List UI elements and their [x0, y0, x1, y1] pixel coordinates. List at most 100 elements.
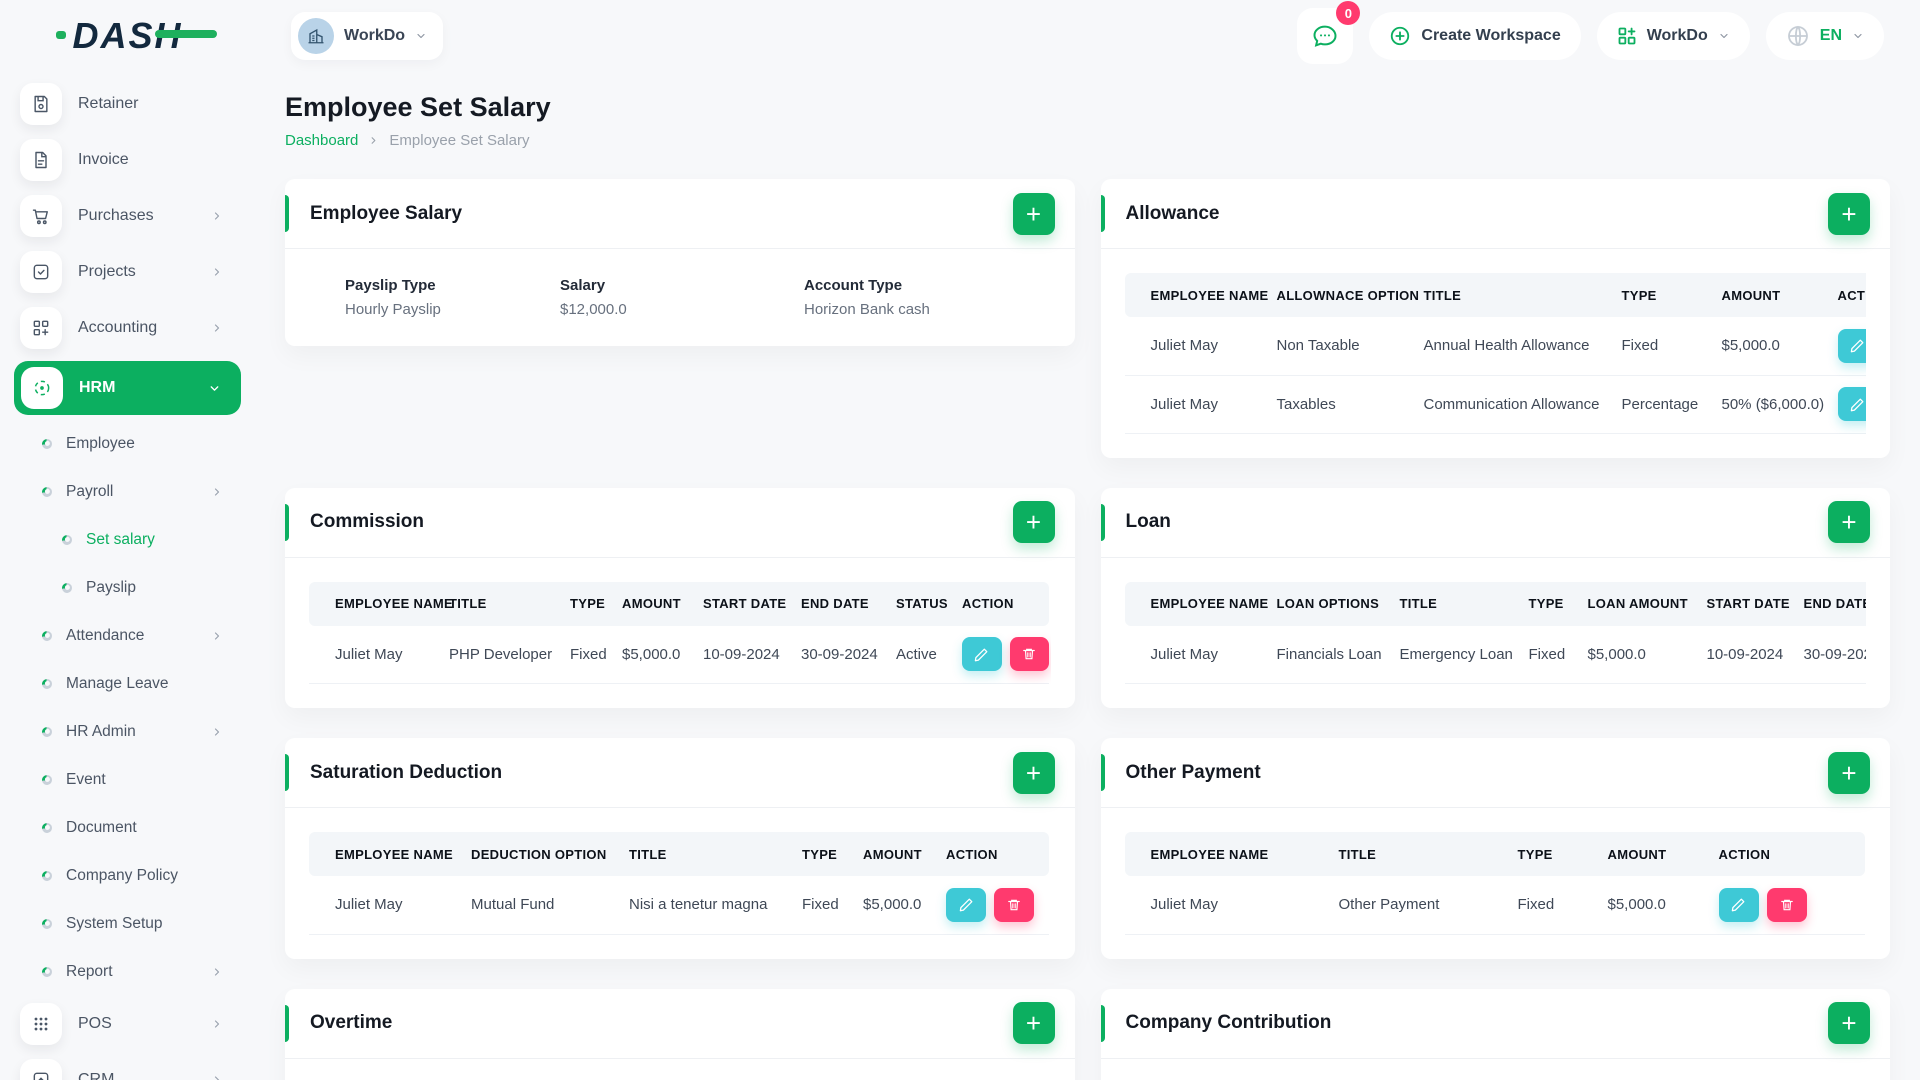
language-selector-button[interactable]: EN: [1765, 12, 1884, 60]
sidebar-item-event[interactable]: Event: [0, 756, 255, 804]
sidebar-item-pos[interactable]: POS: [0, 996, 255, 1052]
logo-dash-bar: [154, 30, 217, 38]
sidebar-item-payroll[interactable]: Payroll: [0, 468, 255, 516]
card-title: Company Contribution: [1125, 1012, 1332, 1033]
workspace-switcher-button[interactable]: WorkDo: [291, 12, 444, 60]
sidebar-item-manage-leave[interactable]: Manage Leave: [0, 660, 255, 708]
sidebar-item-projects[interactable]: Projects: [0, 244, 255, 300]
page-title: Employee Set Salary: [285, 92, 551, 122]
workdo-menu-button[interactable]: WorkDo: [1596, 12, 1750, 60]
edit-button[interactable]: [946, 887, 986, 922]
sidebar-item-label: HR Admin: [66, 723, 136, 740]
sidebar: Retainer Invoice Purchases Projects Acco…: [0, 72, 255, 1080]
sidebar-item-label: Accounting: [78, 319, 158, 336]
sidebar-item-label: Payslip: [86, 579, 136, 596]
sidebar-item-accounting[interactable]: Accounting: [0, 300, 255, 356]
company-contribution-add-button[interactable]: +: [1828, 1002, 1870, 1044]
loan-add-button[interactable]: +: [1828, 501, 1870, 543]
chevron-right-icon: [211, 1074, 223, 1080]
employee-salary-card: Employee Salary + Payslip Type Hourly Pa…: [285, 179, 1075, 346]
sidebar-item-attendance[interactable]: Attendance: [0, 612, 255, 660]
create-workspace-button[interactable]: Create Workspace: [1369, 12, 1581, 60]
sidebar-item-company-policy[interactable]: Company Policy: [0, 852, 255, 900]
card-title: Commission: [310, 511, 425, 532]
chevron-right-icon: [368, 135, 379, 146]
trash-icon: [1008, 899, 1020, 910]
sidebar-item-label: Manage Leave: [66, 675, 169, 692]
trash-icon: [1023, 649, 1036, 660]
sidebar-item-document[interactable]: Document: [0, 804, 255, 852]
messages-button[interactable]: 0: [1297, 1, 1361, 64]
check-square-icon: [20, 251, 62, 293]
sidebar-item-payslip[interactable]: Payslip: [0, 564, 255, 612]
table-row: Juliet May Mutual Fund Nisi a tenetur ma…: [309, 876, 1049, 935]
cart-icon: [20, 195, 62, 237]
delete-button[interactable]: [994, 887, 1034, 922]
chevron-right-icon: [211, 630, 223, 642]
plus-circle-icon: [1391, 26, 1410, 46]
edit-button[interactable]: [962, 637, 1002, 672]
chevron-right-icon: [211, 486, 223, 498]
topbar: DASH WorkDo 0 Create Workspace WorkDo: [0, 0, 1920, 72]
bullet-icon: [41, 486, 53, 498]
saturation-deduction-add-button[interactable]: +: [1012, 751, 1055, 794]
sidebar-item-label: Report: [66, 963, 113, 980]
edit-button[interactable]: [1718, 887, 1759, 922]
sidebar-item-hr-admin[interactable]: HR Admin: [0, 708, 255, 756]
pencil-icon: [975, 648, 988, 662]
table-row: Juliet May Other Payment Fixed $5,000.0: [1124, 876, 1865, 935]
employee-salary-add-button[interactable]: +: [1012, 192, 1055, 235]
allowance-add-button[interactable]: +: [1828, 192, 1870, 235]
chevron-right-icon: [211, 266, 223, 278]
breadcrumb-current: Employee Set Salary: [389, 132, 530, 149]
chevron-down-icon: [208, 382, 221, 395]
app-logo[interactable]: DASH: [0, 15, 255, 57]
loan-table: EMPLOYEE NAME LOAN OPTIONS TITLE TYPE LO…: [1124, 581, 1866, 684]
sidebar-item-employee[interactable]: Employee: [0, 420, 255, 468]
messages-badge: 0: [1336, 1, 1361, 25]
card-title: Saturation Deduction: [310, 761, 503, 783]
delete-button[interactable]: [1009, 637, 1049, 672]
table-row: Juliet May Financials Loan Emergency Loa…: [1124, 625, 1866, 684]
trash-icon: [1780, 899, 1793, 910]
sidebar-item-label: System Setup: [66, 915, 163, 932]
other-payment-card: Other Payment + EMPLOYEE NAME TITLE TYPE…: [1100, 738, 1890, 959]
bullet-icon: [41, 966, 53, 978]
chevron-right-icon: [211, 966, 223, 978]
sidebar-item-crm[interactable]: CRM: [0, 1052, 255, 1080]
sidebar-item-report[interactable]: Report: [0, 948, 255, 996]
floppy-icon: [20, 83, 62, 125]
sidebar-item-purchases[interactable]: Purchases: [0, 188, 255, 244]
other-payment-add-button[interactable]: +: [1828, 751, 1870, 794]
sidebar-item-label: POS: [78, 1015, 112, 1032]
sidebar-item-label: HRM: [79, 379, 116, 396]
sidebar-item-invoice[interactable]: Invoice: [0, 132, 255, 188]
pencil-icon: [1850, 339, 1864, 353]
company-contribution-card: Company Contribution +: [1100, 988, 1890, 1080]
sidebar-item-label: Payroll: [66, 483, 114, 500]
topbar-actions: 0 Create Workspace WorkDo EN: [1297, 1, 1884, 64]
grid-dots-icon: [20, 1003, 62, 1045]
sidebar-item-retainer[interactable]: Retainer: [0, 76, 255, 132]
allowance-table: EMPLOYEE NAME ALLOWNACE OPTION TITLE TYP…: [1124, 273, 1866, 434]
commission-card: Commission + EMPLOYEE NAME TITLE TYPE AM…: [285, 487, 1075, 708]
breadcrumb-dashboard-link[interactable]: Dashboard: [285, 132, 359, 149]
sidebar-item-system-setup[interactable]: System Setup: [0, 900, 255, 948]
sidebar-item-label: Set salary: [86, 531, 155, 548]
pencil-icon: [1850, 398, 1864, 411]
chevron-down-icon: [1852, 30, 1864, 42]
delete-button[interactable]: [1766, 887, 1807, 922]
bullet-icon: [61, 582, 73, 594]
edit-button[interactable]: [1837, 328, 1866, 363]
card-title: Other Payment: [1125, 761, 1261, 783]
edit-button[interactable]: [1837, 387, 1866, 421]
table-row: Juliet May Taxables Communication Allowa…: [1124, 375, 1866, 434]
sidebar-item-hrm[interactable]: HRM: [14, 361, 241, 415]
sidebar-item-label: Document: [66, 819, 137, 836]
sidebar-item-set-salary[interactable]: Set salary: [0, 516, 255, 564]
commission-add-button[interactable]: +: [1012, 501, 1055, 543]
bullet-icon: [41, 678, 53, 690]
bullet-icon: [41, 918, 53, 930]
overtime-add-button[interactable]: +: [1012, 1002, 1055, 1044]
allowance-card: Allowance + EMPLOYEE NAME ALLOWNACE OPTI…: [1100, 179, 1890, 458]
